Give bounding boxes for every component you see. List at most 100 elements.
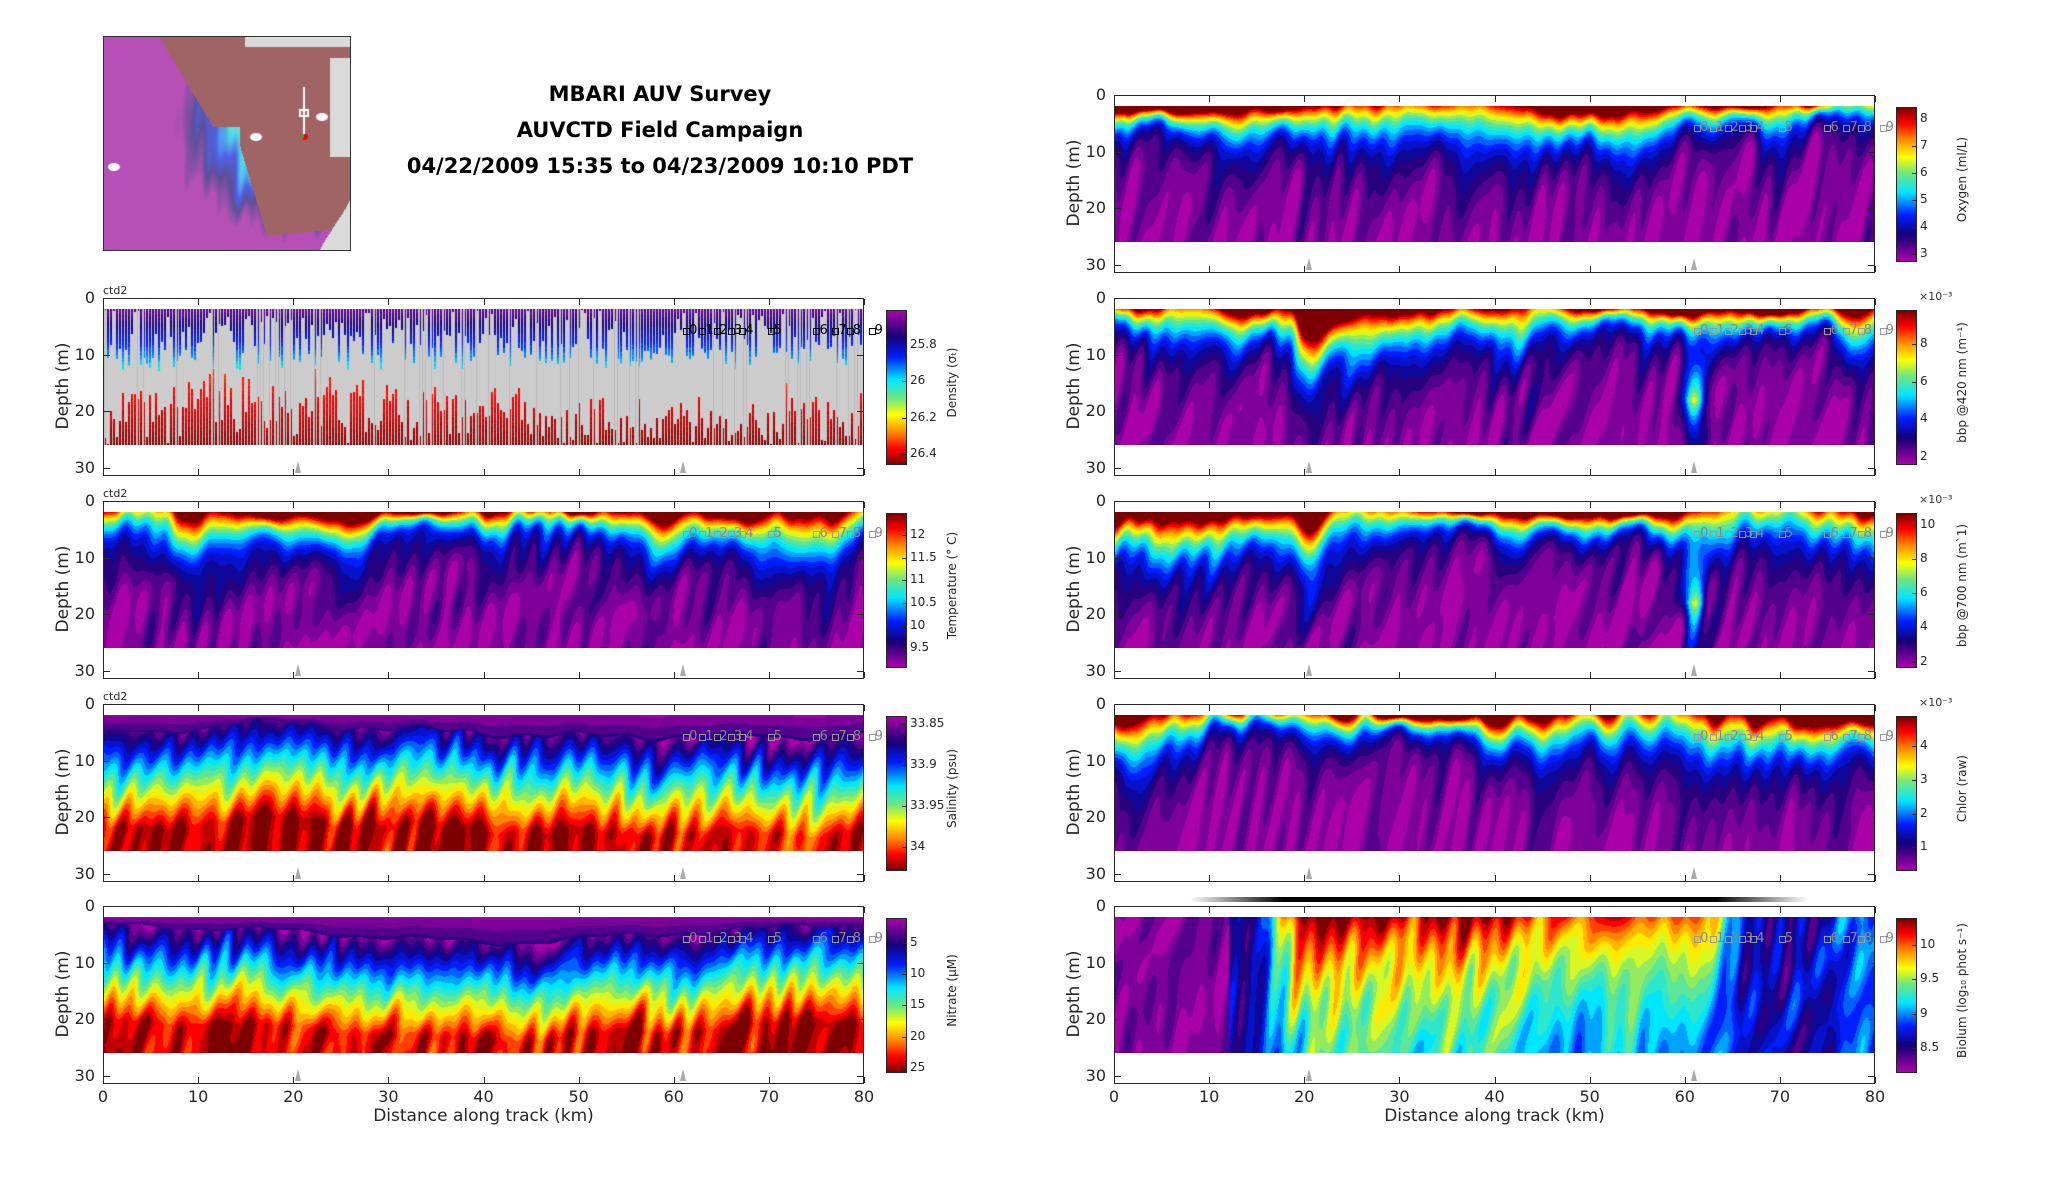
y-axis-label: Depth (m) (1064, 545, 1084, 633)
station-label-0: 0 (689, 525, 698, 541)
colorbar-tick (1912, 661, 1916, 663)
x-tick-mark (1114, 1077, 1115, 1083)
x-tick-mark (1304, 96, 1306, 102)
x-tick-mark (1875, 705, 1876, 711)
x-tick-mark (1304, 299, 1306, 305)
x-tick-mark (1684, 266, 1686, 272)
station-marker (683, 530, 691, 538)
station-marker (1724, 935, 1732, 943)
station-label-0: 0 (1700, 930, 1709, 946)
y-axis-label: Depth (m) (53, 545, 73, 633)
colorbar-tick-label: 11 (910, 572, 926, 587)
station-marker (1824, 733, 1832, 741)
y-tick-mark (1868, 1075, 1874, 1077)
x-tick-mark (864, 672, 865, 678)
x-tick-mark (1684, 299, 1686, 305)
x-tick-mark (1304, 469, 1306, 475)
colorbar-tick-label: 26.2 (910, 409, 937, 424)
colorbar-tick (902, 580, 906, 582)
colorbar-tick (902, 846, 906, 848)
station-label-4: 4 (1756, 728, 1765, 744)
station-label-7: 7 (838, 525, 847, 541)
heatmap-bbp700 (1115, 512, 1874, 648)
colorbar-tick (1912, 419, 1916, 421)
station-label-9: 9 (874, 322, 883, 338)
y-tick-label: 30 (1085, 863, 1106, 883)
station-label-9: 9 (1885, 119, 1894, 135)
x-tick-mark (103, 672, 104, 678)
x-tick-mark (1399, 502, 1401, 508)
x-tick-label: 40 (473, 1087, 494, 1106)
colorbar-tick (902, 535, 906, 537)
colorbar-tick-label: 33.85 (910, 716, 945, 731)
mooring-marker (680, 1069, 687, 1081)
y-tick-mark (104, 1019, 110, 1021)
x-tick-mark (293, 502, 295, 508)
heatmap-biolum (1115, 917, 1874, 1053)
station-marker (727, 935, 735, 943)
station-marker (1824, 124, 1832, 132)
y-tick-mark (1115, 962, 1121, 964)
mooring-marker (1306, 664, 1312, 676)
title-line-2: AUVCTD Field Campaign (516, 118, 804, 142)
x-tick-mark (578, 672, 580, 678)
y-tick-label: 30 (74, 863, 95, 883)
x-tick-mark (1494, 907, 1496, 913)
y-tick-label: 0 (1095, 491, 1106, 510)
x-tick-mark (673, 469, 675, 475)
mooring-marker (1306, 1069, 1312, 1081)
y-tick-mark (1115, 151, 1121, 153)
colorbar-label: Salinity (psu) (945, 748, 959, 829)
y-tick-mark (857, 557, 863, 559)
colorbar-bbp420 (1896, 310, 1917, 465)
heatmap-salinity (104, 715, 863, 851)
x-tick-mark (1494, 875, 1496, 881)
station-label-3: 3 (733, 930, 743, 946)
x-tick-mark (1114, 502, 1115, 508)
y-tick-label: 0 (1095, 694, 1106, 713)
x-tick-mark (1875, 907, 1876, 913)
x-tick-mark (1399, 907, 1401, 913)
station-label-7: 7 (1849, 119, 1858, 135)
y-tick-label: 0 (1095, 896, 1106, 915)
station-label-6: 6 (819, 525, 828, 541)
station-marker (832, 935, 840, 943)
y-tick-mark (857, 614, 863, 616)
colorbar-tick (1912, 457, 1916, 459)
station-label-2: 2 (719, 525, 728, 541)
station-marker (727, 327, 735, 335)
station-marker (846, 530, 854, 538)
mooring-marker (295, 461, 301, 473)
colorbar-tick-label: 5 (910, 934, 918, 949)
colorbar-tick-label: 33.95 (910, 797, 945, 812)
station-marker (1694, 733, 1702, 741)
y-tick-mark (857, 354, 863, 356)
y-tick-label: 30 (1085, 1065, 1106, 1085)
x-tick-mark (578, 875, 580, 881)
x-tick-mark (768, 875, 770, 881)
mooring-marker (295, 1069, 301, 1081)
y-tick-mark (1115, 906, 1121, 907)
colorbar-multiplier: ×10⁻³ (1919, 290, 1953, 303)
station-marker (1778, 733, 1786, 741)
station-label-0: 0 (1700, 728, 1709, 744)
x-tick-mark (1399, 266, 1401, 272)
station-label-5: 5 (773, 728, 783, 744)
station-marker (1879, 124, 1887, 132)
title-line-3: 04/22/2009 15:35 to 04/23/2009 10:10 PDT (406, 154, 914, 178)
colorbar-tick (902, 381, 906, 383)
x-tick-mark (103, 705, 104, 711)
x-tick-mark (1494, 672, 1496, 678)
x-tick-mark (483, 672, 485, 678)
heatmap-nitrate (104, 917, 863, 1053)
station-marker (1724, 530, 1732, 538)
x-tick-mark (673, 502, 675, 508)
station-label-9: 9 (874, 930, 883, 946)
x-tick-mark (1209, 1077, 1211, 1083)
station-marker (713, 733, 721, 741)
x-tick-mark (103, 907, 104, 913)
x-tick-mark (1589, 672, 1591, 678)
y-tick-mark (857, 670, 863, 672)
y-tick-mark (1868, 151, 1874, 153)
x-tick-mark (1589, 907, 1591, 913)
